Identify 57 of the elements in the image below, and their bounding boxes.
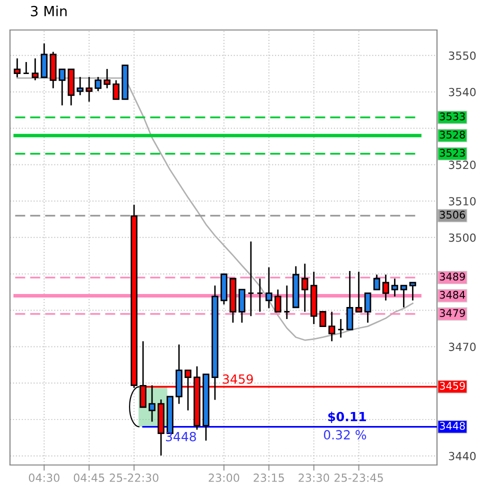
y-tick-label: 3500 <box>448 233 476 242</box>
candlestick <box>266 266 272 309</box>
candlestick <box>14 58 21 78</box>
ref-line-label: 3533 <box>440 112 465 120</box>
ref-line-label: 3459 <box>440 382 465 390</box>
candlestick <box>76 76 84 96</box>
ref-line-label: 3523 <box>440 148 465 157</box>
x-tick-label: 23:15 <box>254 474 284 482</box>
candlestick <box>40 42 48 78</box>
ref-line-label: 3448 <box>440 422 465 430</box>
x-tick-label: 25-23:45 <box>334 474 383 482</box>
candlestick <box>319 311 326 328</box>
ref-line-label: 3479 <box>440 309 465 317</box>
candlestick <box>346 270 354 330</box>
candlestick <box>248 240 254 317</box>
x-tick-label: 25-22:30 <box>110 474 158 482</box>
y-tick-label: 3520 <box>448 160 476 170</box>
candlestick <box>301 263 308 312</box>
candlestick <box>32 58 39 81</box>
candlestick <box>58 68 66 106</box>
x-tick-label: 04:45 <box>74 474 104 482</box>
annotation: $0.11 <box>328 412 366 423</box>
x-tick-label: 04:30 <box>28 474 60 482</box>
y-tick-label: 3470 <box>448 342 476 352</box>
candlestick <box>94 76 102 92</box>
candlestick <box>283 284 290 320</box>
ref-line-label: 3484 <box>440 290 466 299</box>
y-tick-label: 3510 <box>448 197 476 206</box>
candlestick <box>22 61 30 74</box>
ref-line-label: 3506 <box>440 210 465 219</box>
y-tick-label: 3540 <box>448 88 476 96</box>
candlestick <box>355 271 362 312</box>
annotation: 0.32 % <box>324 430 366 440</box>
candlestick <box>256 278 264 312</box>
candlestick <box>382 274 390 302</box>
x-tick-label: 23:30 <box>298 474 330 482</box>
x-tick-label: 23:00 <box>208 474 240 482</box>
candlestick <box>274 288 282 312</box>
candlestick <box>86 76 92 102</box>
candlestick <box>373 274 380 290</box>
candlestick <box>328 311 336 342</box>
candlestick <box>104 68 110 89</box>
candlestick <box>391 278 398 298</box>
candlestick <box>238 288 246 324</box>
ref-line-label: 3489 <box>440 272 465 281</box>
chart-title: 3 Min <box>30 6 67 16</box>
y-tick-label: 3440 <box>448 452 476 460</box>
candlestick <box>409 282 416 302</box>
annotation: 3448 <box>166 432 196 442</box>
y-tick-label: 3550 <box>448 51 476 60</box>
candlestick <box>364 292 372 324</box>
candlestick <box>112 80 120 100</box>
candlestick <box>400 284 408 308</box>
annotation: 3459 <box>222 374 253 384</box>
ref-line-label: 3528 <box>440 130 465 139</box>
candlestick <box>148 384 156 422</box>
candlestick <box>337 318 344 338</box>
